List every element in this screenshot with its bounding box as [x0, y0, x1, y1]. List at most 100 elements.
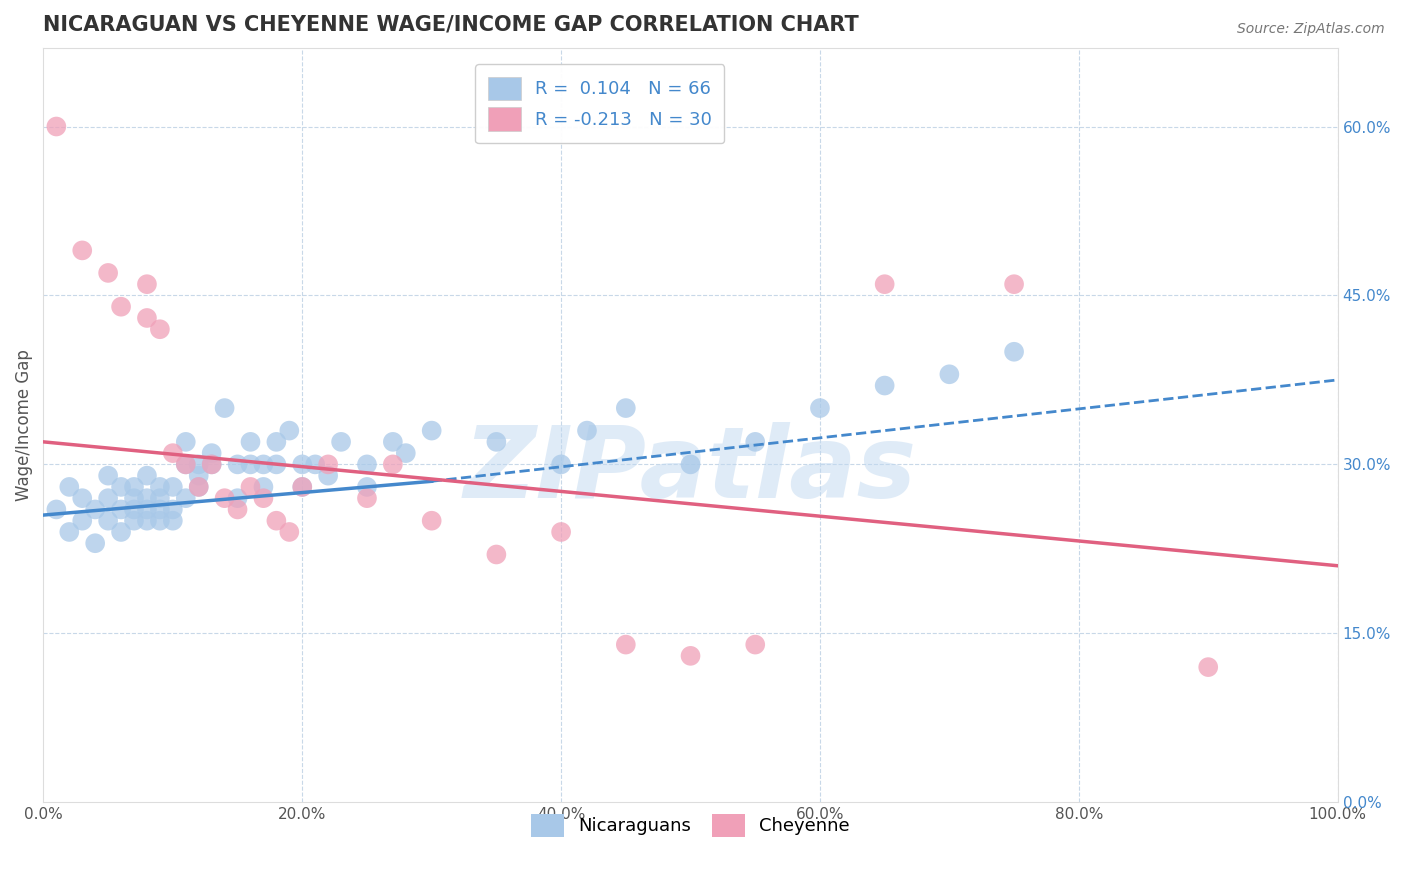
Point: [252, 491, 274, 505]
Point: [70, 244, 93, 258]
Point: [174, 458, 197, 472]
Point: [149, 502, 172, 516]
Point: [45, 120, 67, 134]
Point: [97, 491, 120, 505]
Point: [122, 480, 145, 494]
Point: [304, 458, 326, 472]
Point: [201, 446, 224, 460]
Point: [162, 502, 184, 516]
Point: [174, 434, 197, 449]
Point: [278, 524, 301, 539]
Point: [679, 458, 702, 472]
Point: [97, 468, 120, 483]
Point: [266, 514, 288, 528]
Point: [316, 468, 339, 483]
Point: [252, 458, 274, 472]
Point: [808, 401, 831, 415]
Point: [136, 502, 159, 516]
Point: [136, 310, 159, 325]
Y-axis label: Wage/Income Gap: Wage/Income Gap: [15, 349, 32, 501]
Point: [381, 458, 404, 472]
Point: [45, 502, 67, 516]
Point: [420, 424, 443, 438]
Point: [873, 378, 896, 392]
Point: [291, 480, 314, 494]
Point: [70, 491, 93, 505]
Point: [201, 458, 224, 472]
Point: [136, 514, 159, 528]
Point: [58, 480, 80, 494]
Point: [381, 434, 404, 449]
Point: [485, 434, 508, 449]
Legend: Nicaraguans, Cheyenne: Nicaraguans, Cheyenne: [522, 805, 859, 847]
Point: [252, 480, 274, 494]
Point: [110, 480, 132, 494]
Point: [122, 491, 145, 505]
Point: [420, 514, 443, 528]
Point: [187, 468, 209, 483]
Point: [356, 480, 378, 494]
Point: [291, 480, 314, 494]
Point: [110, 502, 132, 516]
Point: [84, 536, 107, 550]
Point: [575, 424, 598, 438]
Point: [744, 638, 766, 652]
Point: [122, 514, 145, 528]
Point: [58, 524, 80, 539]
Point: [239, 458, 262, 472]
Point: [316, 458, 339, 472]
Point: [149, 322, 172, 336]
Point: [679, 648, 702, 663]
Point: [136, 491, 159, 505]
Point: [187, 458, 209, 472]
Point: [485, 548, 508, 562]
Point: [162, 480, 184, 494]
Point: [1197, 660, 1219, 674]
Point: [873, 277, 896, 292]
Point: [149, 491, 172, 505]
Point: [356, 491, 378, 505]
Point: [226, 458, 249, 472]
Point: [744, 434, 766, 449]
Point: [550, 458, 572, 472]
Point: [149, 480, 172, 494]
Point: [149, 514, 172, 528]
Point: [1002, 344, 1025, 359]
Point: [239, 434, 262, 449]
Point: [214, 491, 236, 505]
Point: [122, 502, 145, 516]
Point: [214, 401, 236, 415]
Point: [110, 524, 132, 539]
Point: [226, 502, 249, 516]
Point: [291, 458, 314, 472]
Point: [356, 458, 378, 472]
Point: [174, 491, 197, 505]
Point: [162, 514, 184, 528]
Point: [136, 277, 159, 292]
Point: [395, 446, 418, 460]
Point: [162, 446, 184, 460]
Point: [110, 300, 132, 314]
Point: [187, 480, 209, 494]
Point: [136, 468, 159, 483]
Point: [187, 480, 209, 494]
Point: [938, 368, 960, 382]
Point: [278, 424, 301, 438]
Point: [330, 434, 353, 449]
Point: [174, 458, 197, 472]
Point: [1002, 277, 1025, 292]
Point: [550, 524, 572, 539]
Point: [239, 480, 262, 494]
Point: [201, 458, 224, 472]
Point: [266, 458, 288, 472]
Point: [97, 514, 120, 528]
Text: Source: ZipAtlas.com: Source: ZipAtlas.com: [1237, 22, 1385, 37]
Point: [266, 434, 288, 449]
Text: NICARAGUAN VS CHEYENNE WAGE/INCOME GAP CORRELATION CHART: NICARAGUAN VS CHEYENNE WAGE/INCOME GAP C…: [44, 15, 859, 35]
Point: [226, 491, 249, 505]
Text: ZIPatlas: ZIPatlas: [464, 422, 917, 519]
Point: [614, 401, 637, 415]
Point: [70, 514, 93, 528]
Point: [614, 638, 637, 652]
Point: [97, 266, 120, 280]
